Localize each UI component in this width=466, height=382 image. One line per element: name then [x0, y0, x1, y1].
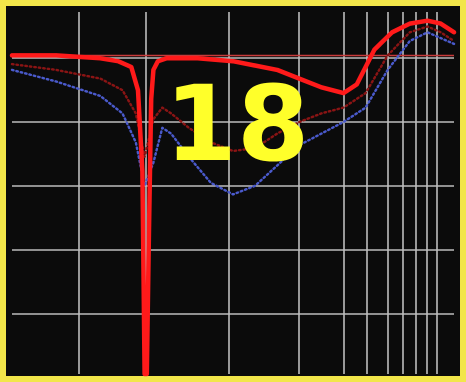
- series-line-0: [9, 18, 457, 377]
- series-line-2: [10, 31, 456, 196]
- grid-lines: [12, 12, 454, 374]
- overlay-number-label: 18: [165, 63, 310, 185]
- series-line-1: [10, 25, 456, 159]
- series-layer: [9, 18, 457, 377]
